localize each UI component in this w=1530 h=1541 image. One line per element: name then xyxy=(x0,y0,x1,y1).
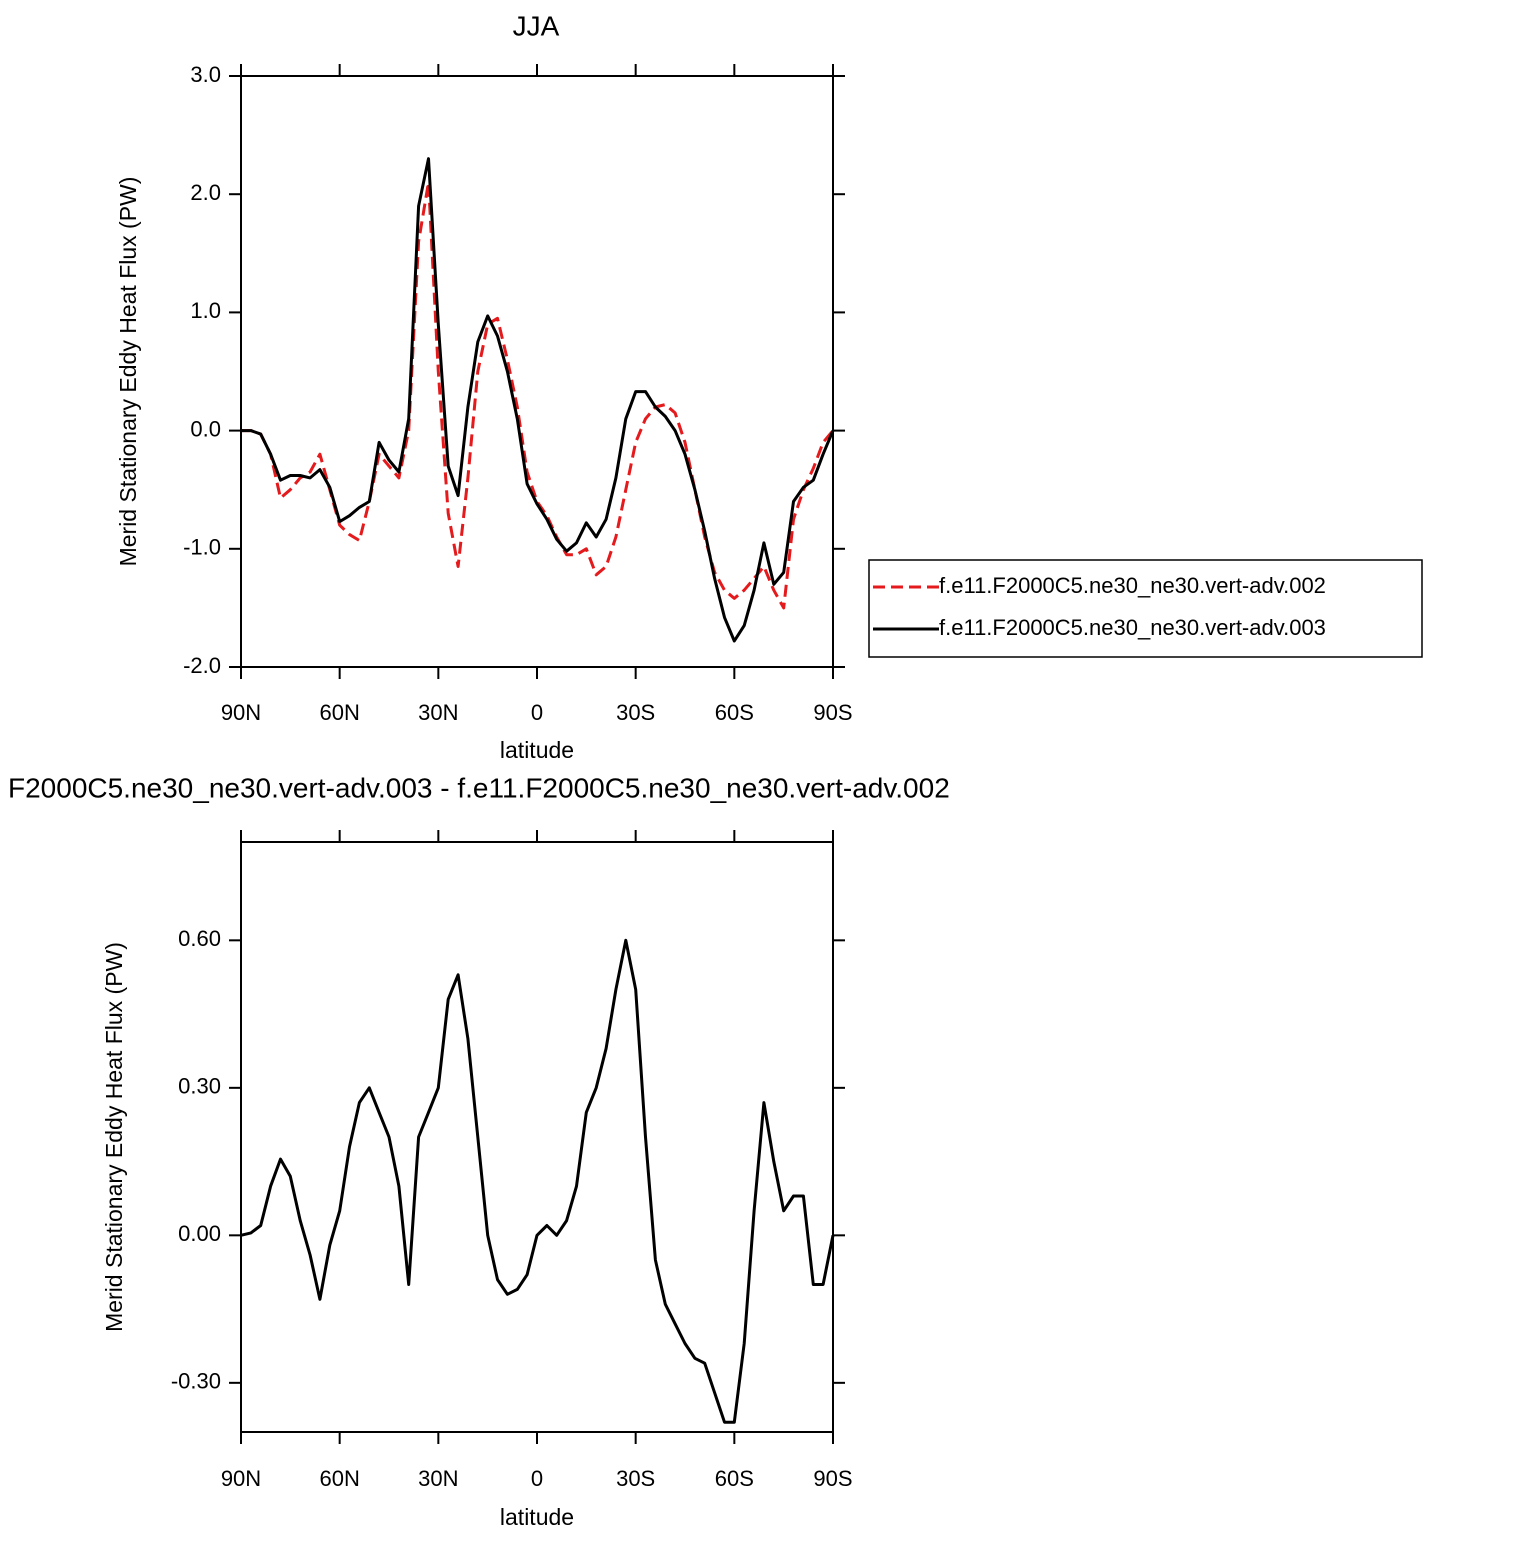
x-tick-label: 90S xyxy=(813,1466,852,1491)
x-tick-label: 90N xyxy=(221,700,261,725)
x-tick-label: 30N xyxy=(418,700,458,725)
y-tick-label: -1.0 xyxy=(183,535,221,560)
data-line xyxy=(241,157,835,643)
chart-title: F2000C5.ne30_ne30.vert-adv.003 - f.e11.F… xyxy=(8,772,950,803)
x-tick-label: 0 xyxy=(531,700,543,725)
y-axis-label: Merid Stationary Eddy Heat Flux (PW) xyxy=(115,177,141,567)
x-tick-label: 30S xyxy=(616,1466,655,1491)
legend-label: f.e11.F2000C5.ne30_ne30.vert-adv.003 xyxy=(939,615,1326,640)
data-line xyxy=(240,938,835,1424)
y-tick-label: -0.30 xyxy=(171,1369,221,1394)
x-tick-label: 90S xyxy=(813,700,852,725)
x-tick-label: 60S xyxy=(715,700,754,725)
plot-frame xyxy=(240,841,834,1433)
x-tick-label: 30S xyxy=(616,700,655,725)
x-tick-label: 0 xyxy=(531,1466,543,1491)
y-tick-label: 0.00 xyxy=(178,1221,221,1246)
y-tick-label: 1.0 xyxy=(190,298,221,323)
x-tick-label: 60N xyxy=(319,700,359,725)
chart-title: JJA xyxy=(513,10,560,41)
x-tick-label: 60N xyxy=(319,1466,359,1491)
legend-box xyxy=(868,559,1423,658)
y-tick-label: 3.0 xyxy=(190,62,221,87)
plot-frame xyxy=(240,75,834,668)
legend-label: f.e11.F2000C5.ne30_ne30.vert-adv.002 xyxy=(939,573,1326,598)
x-tick-label: 30N xyxy=(418,1466,458,1491)
data-line xyxy=(241,180,835,610)
y-tick-label: 2.0 xyxy=(190,180,221,205)
y-tick-label: 0.60 xyxy=(178,926,221,951)
x-axis-label: latitude xyxy=(500,1504,574,1530)
y-axis-label: Merid Stationary Eddy Heat Flux (PW) xyxy=(101,942,127,1332)
x-axis-label: latitude xyxy=(500,737,574,763)
x-tick-label: 90N xyxy=(221,1466,261,1491)
y-tick-label: 0.0 xyxy=(190,416,221,441)
x-tick-label: 60S xyxy=(715,1466,754,1491)
y-tick-label: -2.0 xyxy=(183,653,221,678)
y-tick-label: 0.30 xyxy=(178,1074,221,1099)
